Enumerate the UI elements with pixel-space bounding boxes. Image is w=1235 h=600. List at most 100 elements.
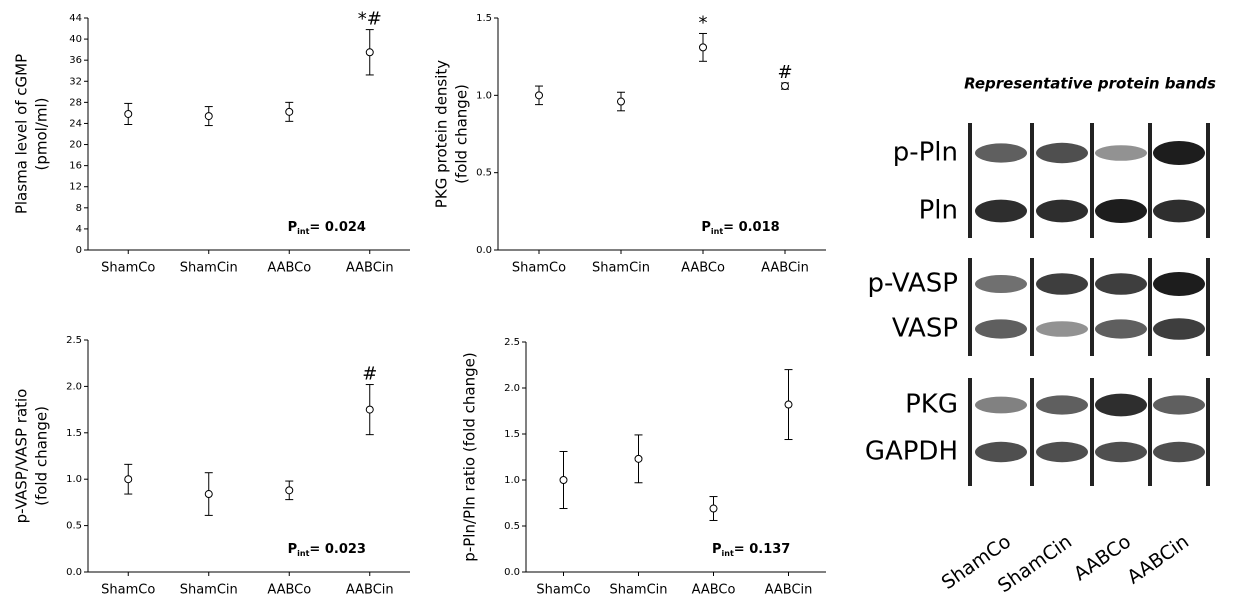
x-tick-label: ShamCo bbox=[101, 583, 155, 598]
point bbox=[536, 92, 543, 99]
p-value: Pint= 0.018 bbox=[701, 220, 779, 236]
y-tick-label: 2.0 bbox=[66, 381, 82, 392]
protein-label: PKG bbox=[905, 390, 958, 420]
blot-title: Representative protein bands bbox=[964, 75, 1216, 93]
lane-label: AABCin bbox=[1123, 531, 1193, 589]
y-tick-label: 1.0 bbox=[476, 90, 492, 101]
p-value: Pint= 0.023 bbox=[288, 542, 366, 558]
y-tick-label: 8 bbox=[76, 203, 82, 214]
band bbox=[1036, 395, 1088, 414]
y-tick-label: 40 bbox=[69, 34, 82, 45]
significance-marker: * bbox=[699, 12, 708, 33]
y-tick-label: 0.5 bbox=[504, 521, 520, 532]
band bbox=[975, 143, 1027, 162]
band bbox=[975, 200, 1027, 223]
y-tick-label: 1.5 bbox=[66, 428, 82, 439]
band bbox=[1095, 442, 1147, 462]
y-tick-label: 0 bbox=[76, 245, 82, 256]
y-tick-label: 12 bbox=[69, 182, 82, 193]
band bbox=[1095, 145, 1147, 161]
band bbox=[1095, 199, 1147, 223]
point bbox=[785, 401, 792, 408]
point bbox=[286, 108, 293, 115]
protein-label: Pln bbox=[919, 196, 958, 226]
band bbox=[1036, 321, 1088, 337]
y-tick-label: 2.0 bbox=[504, 383, 520, 394]
x-tick-label: AABCin bbox=[765, 583, 813, 598]
point bbox=[560, 477, 567, 484]
y-tick-label: 44 bbox=[69, 13, 82, 24]
y-tick-label: 28 bbox=[69, 97, 82, 108]
x-tick-label: ShamCo bbox=[101, 261, 155, 276]
x-tick-label: ShamCo bbox=[512, 261, 566, 276]
band bbox=[1036, 200, 1088, 223]
point bbox=[125, 476, 132, 483]
x-tick-label: ShamCin bbox=[609, 583, 667, 598]
significance-marker: # bbox=[777, 62, 792, 83]
x-tick-label: AABCo bbox=[267, 261, 311, 276]
x-tick-label: AABCin bbox=[346, 583, 394, 598]
band bbox=[1153, 395, 1205, 414]
band bbox=[1153, 318, 1205, 340]
y-tick-label: 32 bbox=[69, 76, 82, 87]
x-tick-label: AABCin bbox=[761, 261, 809, 276]
y-tick-label: 2.5 bbox=[504, 337, 520, 348]
x-tick-label: AABCo bbox=[267, 583, 311, 598]
band bbox=[975, 397, 1027, 414]
protein-label: GAPDH bbox=[865, 437, 958, 467]
protein-label: p-Pln bbox=[893, 138, 958, 168]
p-value-part: P bbox=[288, 542, 298, 557]
band bbox=[1036, 143, 1088, 163]
point bbox=[205, 491, 212, 498]
y-axis-label: (fold change) bbox=[33, 406, 51, 506]
y-axis-label: (pmol/ml) bbox=[33, 97, 51, 170]
band bbox=[1095, 394, 1147, 417]
p-value-part: = 0.024 bbox=[309, 220, 366, 235]
point bbox=[710, 505, 717, 512]
y-tick-label: 0.5 bbox=[66, 521, 82, 532]
p-value-part: int bbox=[297, 227, 309, 236]
p-value-part: = 0.137 bbox=[734, 542, 791, 557]
y-tick-label: 0.0 bbox=[66, 567, 82, 578]
y-axis-label: Plasma level of cGMP bbox=[13, 54, 31, 214]
y-axis-label: PKG protein density bbox=[433, 60, 451, 208]
band bbox=[1153, 272, 1205, 296]
point bbox=[125, 110, 132, 117]
x-tick-label: ShamCo bbox=[536, 583, 590, 598]
x-tick-label: ShamCin bbox=[180, 261, 238, 276]
y-tick-label: 36 bbox=[69, 55, 82, 66]
band bbox=[1095, 273, 1147, 295]
point bbox=[366, 406, 373, 413]
point bbox=[700, 44, 707, 51]
protein-label: p-VASP bbox=[868, 269, 958, 299]
significance-marker: # bbox=[362, 364, 377, 385]
point bbox=[782, 83, 789, 90]
y-tick-label: 24 bbox=[69, 118, 82, 129]
point bbox=[286, 487, 293, 494]
p-value-part: P bbox=[701, 220, 711, 235]
p-value-part: int bbox=[297, 549, 309, 558]
p-value-part: = 0.023 bbox=[309, 542, 366, 557]
y-tick-label: 16 bbox=[69, 161, 82, 172]
y-axis-label: p-Pln/Pln ratio (fold change) bbox=[461, 352, 479, 561]
y-tick-label: 1.0 bbox=[504, 475, 520, 486]
point bbox=[366, 49, 373, 56]
x-tick-label: AABCo bbox=[692, 583, 736, 598]
x-tick-label: ShamCin bbox=[592, 261, 650, 276]
band bbox=[1095, 319, 1147, 338]
y-axis-label: (fold change) bbox=[453, 84, 471, 184]
y-tick-label: 1.0 bbox=[66, 474, 82, 485]
figure: Representative protein bands 04812162024… bbox=[0, 0, 1235, 600]
point bbox=[635, 455, 642, 462]
band bbox=[975, 275, 1027, 293]
band bbox=[975, 319, 1027, 338]
y-axis-label: p-VASP/VASP ratio bbox=[13, 389, 31, 524]
p-value-part: P bbox=[712, 542, 722, 557]
y-tick-label: 0.5 bbox=[476, 168, 492, 179]
x-tick-label: AABCin bbox=[346, 261, 394, 276]
x-tick-label: AABCo bbox=[681, 261, 725, 276]
significance-marker: *# bbox=[358, 9, 382, 30]
y-tick-label: 0.0 bbox=[504, 567, 520, 578]
band bbox=[1036, 273, 1088, 295]
band bbox=[1036, 442, 1088, 462]
